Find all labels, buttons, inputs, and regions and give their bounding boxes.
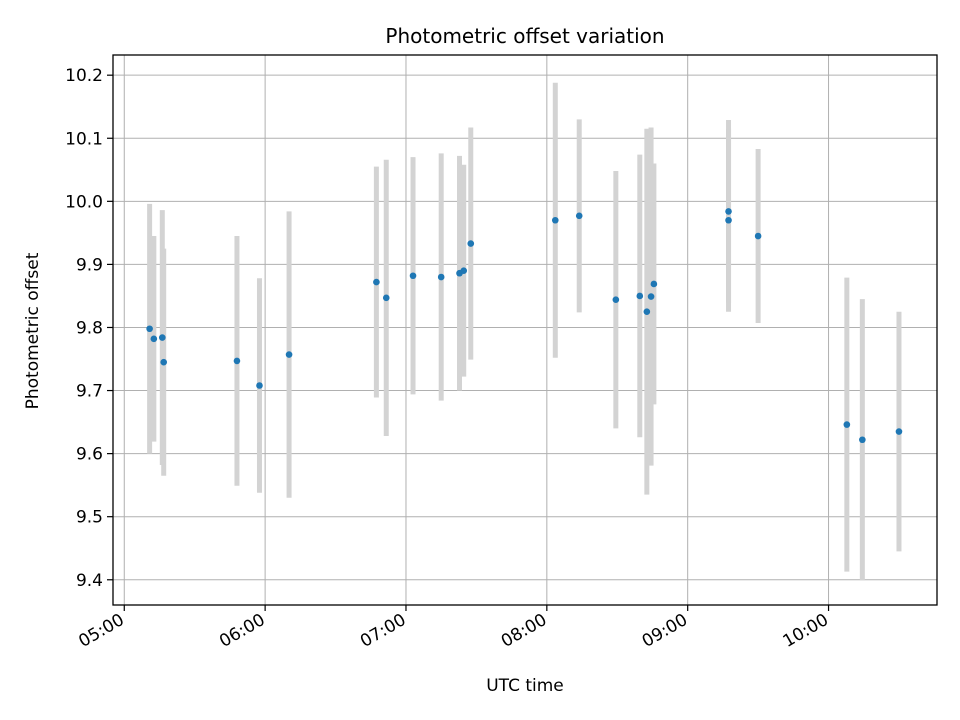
data-point: [373, 278, 380, 286]
data-point: [467, 240, 475, 247]
data-point: [382, 294, 390, 302]
y-tick-label: 9.4: [76, 571, 103, 591]
y-tick-label: 9.6: [76, 445, 103, 465]
y-tick-label: 10.2: [65, 66, 103, 86]
data-point: [460, 267, 468, 275]
grid: [113, 55, 937, 605]
data-point: [150, 335, 158, 343]
y-tick-label: 9.5: [76, 508, 103, 528]
data-point: [843, 421, 851, 428]
y-tick-label: 9.7: [76, 382, 103, 402]
data-point: [437, 273, 445, 281]
data-point: [233, 357, 241, 365]
x-axis-label: UTC time: [486, 676, 564, 696]
data-point: [859, 436, 866, 444]
y-tick-label: 9.8: [76, 318, 103, 338]
data-point: [643, 308, 651, 316]
data-point: [146, 325, 153, 333]
y-tick-label: 9.9: [76, 255, 103, 275]
data-point: [158, 334, 166, 341]
data-point: [612, 296, 620, 304]
plot-frame: [112, 54, 938, 606]
data-point: [256, 382, 263, 389]
data-point: [725, 208, 732, 215]
data-point: [409, 272, 417, 280]
data-point: [895, 428, 903, 435]
data-point: [551, 216, 559, 224]
data-point: [754, 232, 762, 240]
data-points: [146, 208, 903, 444]
data-point: [650, 280, 658, 288]
data-point: [636, 292, 644, 300]
data-point: [285, 351, 293, 358]
data-point: [647, 293, 655, 300]
y-axis-label: Photometric offset: [23, 252, 43, 409]
y-tick-label: 10.1: [65, 129, 103, 149]
data-point: [575, 212, 583, 220]
y-tick-label: 10.0: [65, 192, 103, 212]
data-point: [725, 216, 732, 224]
data-point: [160, 358, 168, 366]
chart-title: Photometric offset variation: [385, 24, 664, 48]
